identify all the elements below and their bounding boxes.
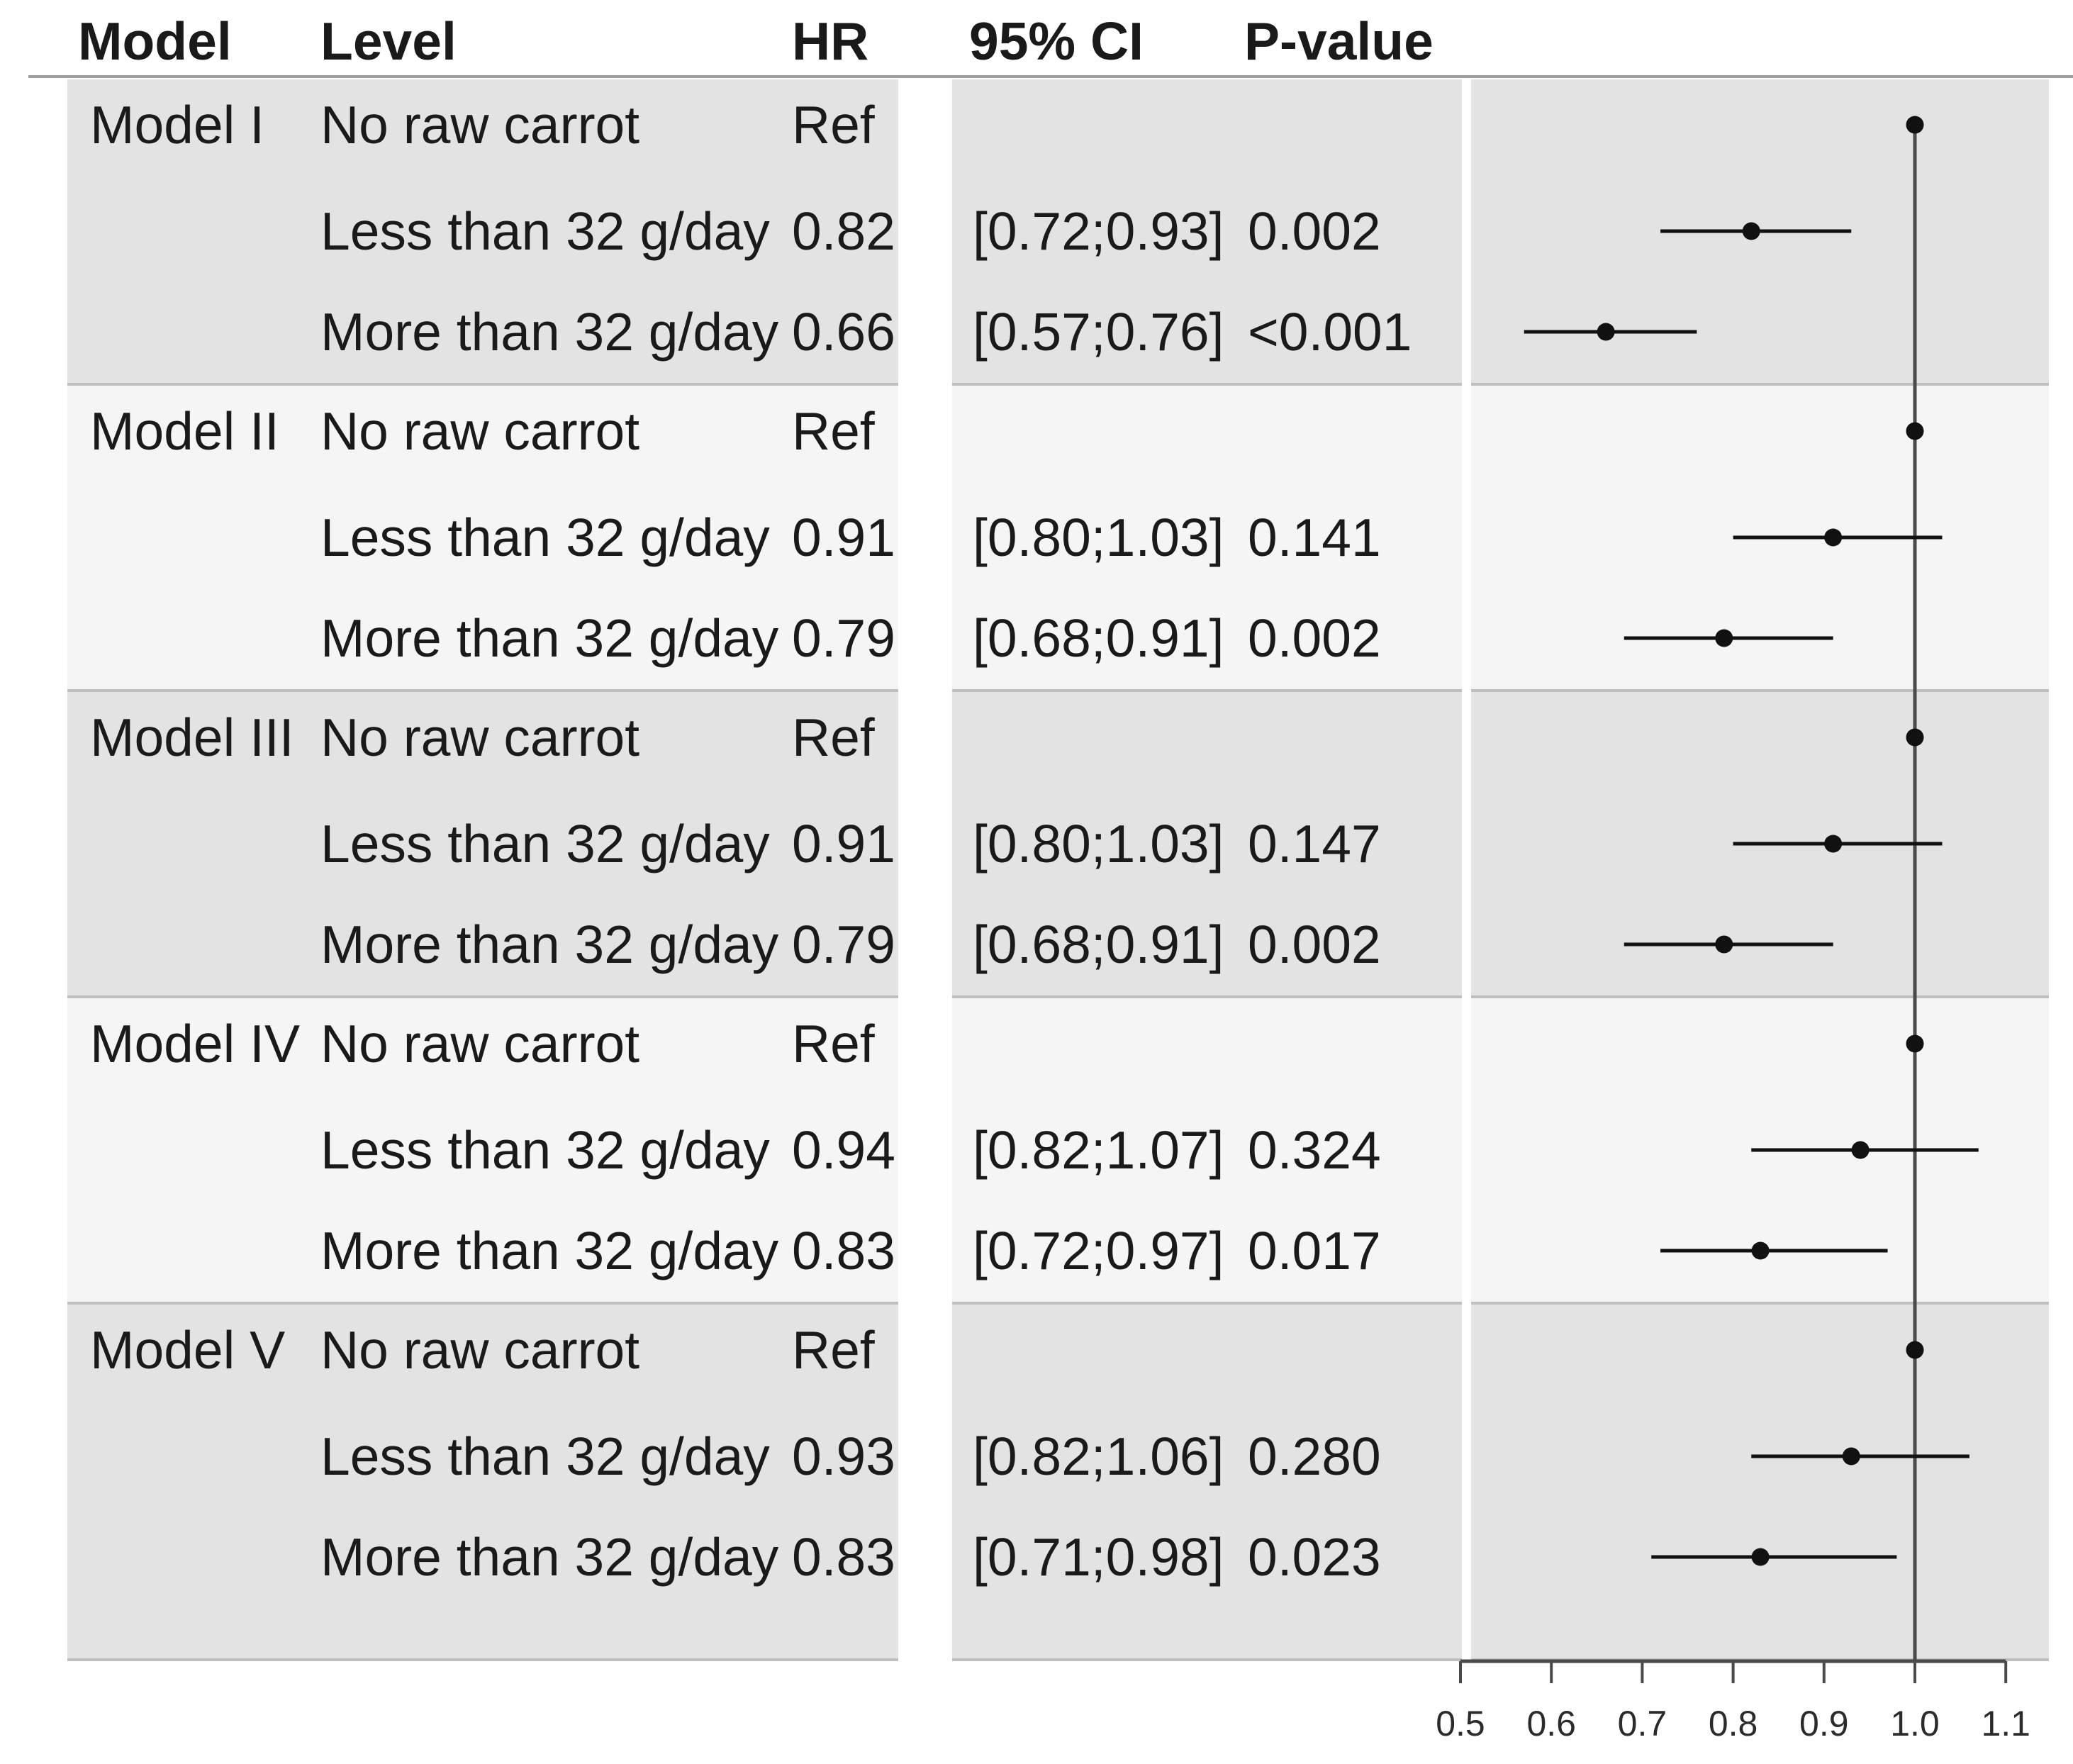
hr-value: 0.91 bbox=[792, 814, 895, 873]
x-axis-tick-label: 0.8 bbox=[1709, 1704, 1758, 1743]
hr-value: 0.82 bbox=[792, 201, 895, 261]
level-label: Less than 32 g/day bbox=[320, 201, 770, 261]
zebra-stripe bbox=[952, 692, 1462, 998]
p-value: 0.023 bbox=[1248, 1527, 1381, 1587]
point-estimate-dot bbox=[1906, 1034, 1924, 1053]
model-name-label: Model II bbox=[90, 401, 279, 461]
point-estimate-dot bbox=[1715, 629, 1733, 647]
x-axis-tick-label: 0.9 bbox=[1799, 1704, 1849, 1743]
x-axis-tick-label: 0.6 bbox=[1526, 1704, 1576, 1743]
hr-value: 0.93 bbox=[792, 1427, 895, 1486]
level-label: Less than 32 g/day bbox=[320, 1427, 770, 1486]
point-estimate-dot bbox=[1751, 1241, 1770, 1260]
ci-value: [0.80;1.03] bbox=[973, 508, 1224, 567]
level-label: No raw carrot bbox=[320, 1320, 640, 1380]
p-value: 0.141 bbox=[1248, 508, 1381, 567]
ci-value: [0.71;0.98] bbox=[973, 1527, 1224, 1587]
model-name-label: Model V bbox=[90, 1320, 286, 1380]
level-label: More than 32 g/day bbox=[320, 1221, 779, 1280]
model-name-label: Model I bbox=[90, 95, 264, 155]
ci-value: [0.72;0.97] bbox=[973, 1221, 1224, 1280]
point-estimate-dot bbox=[1906, 422, 1924, 440]
point-estimate-dot bbox=[1842, 1447, 1860, 1466]
p-value: 0.017 bbox=[1248, 1221, 1381, 1280]
hr-value: Ref bbox=[792, 708, 875, 767]
p-value: 0.280 bbox=[1248, 1427, 1381, 1486]
point-estimate-dot bbox=[1824, 834, 1843, 853]
hr-value: 0.91 bbox=[792, 508, 895, 567]
level-label: No raw carrot bbox=[320, 401, 640, 461]
level-label: No raw carrot bbox=[320, 1014, 640, 1073]
hr-value: 0.83 bbox=[792, 1527, 895, 1587]
ci-value: [0.80;1.03] bbox=[973, 814, 1224, 873]
level-label: Less than 32 g/day bbox=[320, 1120, 770, 1180]
zebra-stripe bbox=[952, 79, 1462, 386]
level-label: No raw carrot bbox=[320, 95, 640, 155]
hr-value: Ref bbox=[792, 1014, 875, 1073]
hr-value: Ref bbox=[792, 95, 875, 155]
zebra-stripe bbox=[952, 386, 1462, 692]
point-estimate-dot bbox=[1906, 1341, 1924, 1359]
p-value: 0.002 bbox=[1248, 608, 1381, 668]
level-label: More than 32 g/day bbox=[320, 915, 779, 974]
p-value: <0.001 bbox=[1248, 302, 1412, 362]
zebra-stripe bbox=[952, 998, 1462, 1305]
ci-value: [0.68;0.91] bbox=[973, 608, 1224, 668]
hr-value: 0.66 bbox=[792, 302, 895, 362]
ci-value: [0.82;1.06] bbox=[973, 1427, 1224, 1486]
x-axis-tick-label: 1.0 bbox=[1890, 1704, 1940, 1743]
p-value: 0.002 bbox=[1248, 201, 1381, 261]
point-estimate-dot bbox=[1851, 1141, 1870, 1159]
x-axis-tick-label: 1.1 bbox=[1981, 1704, 2030, 1743]
x-axis-tick-label: 0.5 bbox=[1436, 1704, 1485, 1743]
column-header-pvalue: P-value bbox=[1244, 11, 1434, 71]
column-header-model: Model bbox=[78, 11, 232, 71]
level-label: Less than 32 g/day bbox=[320, 508, 770, 567]
ci-value: [0.68;0.91] bbox=[973, 915, 1224, 974]
zebra-stripe bbox=[67, 1305, 898, 1661]
hr-value: 0.83 bbox=[792, 1221, 895, 1280]
point-estimate-dot bbox=[1906, 728, 1924, 747]
point-estimate-dot bbox=[1824, 528, 1843, 547]
point-estimate-dot bbox=[1715, 935, 1733, 954]
level-label: More than 32 g/day bbox=[320, 302, 779, 362]
zebra-stripe bbox=[67, 79, 898, 386]
point-estimate-dot bbox=[1906, 116, 1924, 134]
model-name-label: Model III bbox=[90, 708, 294, 767]
column-header-level: Level bbox=[320, 11, 457, 71]
hr-value: Ref bbox=[792, 1320, 875, 1380]
hr-value: 0.79 bbox=[792, 915, 895, 974]
level-label: Less than 32 g/day bbox=[320, 814, 770, 873]
point-estimate-dot bbox=[1742, 222, 1760, 240]
ci-value: [0.72;0.93] bbox=[973, 201, 1224, 261]
zebra-stripe bbox=[67, 692, 898, 998]
point-estimate-dot bbox=[1597, 323, 1615, 341]
hr-value: Ref bbox=[792, 401, 875, 461]
p-value: 0.324 bbox=[1248, 1120, 1381, 1180]
column-header-ci: 95% CI bbox=[969, 11, 1144, 71]
zebra-stripe bbox=[67, 386, 898, 692]
hr-value: 0.79 bbox=[792, 608, 895, 668]
x-axis-tick-label: 0.7 bbox=[1618, 1704, 1667, 1743]
header-separator-line bbox=[28, 75, 2073, 78]
level-label: More than 32 g/day bbox=[320, 608, 779, 668]
level-label: More than 32 g/day bbox=[320, 1527, 779, 1587]
ci-value: [0.82;1.07] bbox=[973, 1120, 1224, 1180]
zebra-stripe bbox=[952, 1305, 1462, 1661]
model-name-label: Model IV bbox=[90, 1014, 300, 1073]
p-value: 0.147 bbox=[1248, 814, 1381, 873]
point-estimate-dot bbox=[1751, 1548, 1770, 1566]
hr-value: 0.94 bbox=[792, 1120, 895, 1180]
zebra-stripe bbox=[67, 998, 898, 1305]
zebra-stripe bbox=[1471, 1305, 2049, 1661]
level-label: No raw carrot bbox=[320, 708, 640, 767]
ci-value: [0.57;0.76] bbox=[973, 302, 1224, 362]
p-value: 0.002 bbox=[1248, 915, 1381, 974]
column-header-hr: HR bbox=[792, 11, 869, 71]
